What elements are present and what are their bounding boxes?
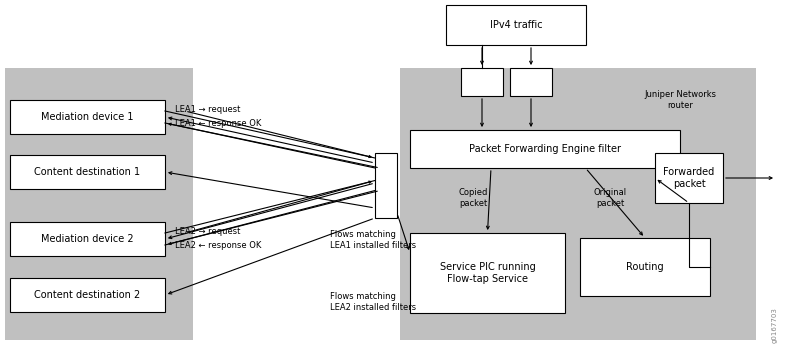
Text: Flows matching
LEA2 installed filters: Flows matching LEA2 installed filters (330, 292, 416, 312)
Text: LEA2 → request: LEA2 → request (175, 228, 241, 237)
Text: LEA1 → request: LEA1 → request (175, 106, 241, 115)
Text: LEA2 ← response OK: LEA2 ← response OK (175, 242, 262, 251)
Text: Service PIC running
Flow-tap Service: Service PIC running Flow-tap Service (439, 262, 535, 284)
Text: Content destination 2: Content destination 2 (35, 290, 141, 300)
Text: Forwarded
packet: Forwarded packet (663, 167, 714, 189)
Bar (410, 130, 680, 168)
Text: LEA1 ← response OK: LEA1 ← response OK (175, 120, 262, 129)
Text: Routing: Routing (626, 262, 664, 272)
Bar (5, 68, 193, 340)
Bar (375, 153, 397, 218)
Text: Packet Forwarding Engine filter: Packet Forwarding Engine filter (469, 144, 621, 154)
Bar (10, 222, 165, 256)
Bar (400, 68, 756, 340)
Text: Copied
packet: Copied packet (458, 188, 487, 208)
Bar (446, 5, 586, 45)
Bar (10, 155, 165, 189)
Text: Mediation device 1: Mediation device 1 (41, 112, 134, 122)
Text: g0167703: g0167703 (772, 307, 778, 343)
Text: Content destination 1: Content destination 1 (35, 167, 141, 177)
Bar (10, 100, 165, 134)
Bar (10, 278, 165, 312)
Bar (410, 233, 565, 313)
Bar (510, 68, 552, 96)
Text: Juniper Networks
router: Juniper Networks router (644, 90, 716, 110)
Bar (461, 68, 503, 96)
Bar (655, 153, 723, 203)
Text: Mediation device 2: Mediation device 2 (41, 234, 134, 244)
Text: Original
packet: Original packet (594, 188, 627, 208)
Text: Flows matching
LEA1 installed filters: Flows matching LEA1 installed filters (330, 230, 416, 250)
Bar (580, 238, 710, 296)
Text: IPv4 traffic: IPv4 traffic (490, 20, 542, 30)
